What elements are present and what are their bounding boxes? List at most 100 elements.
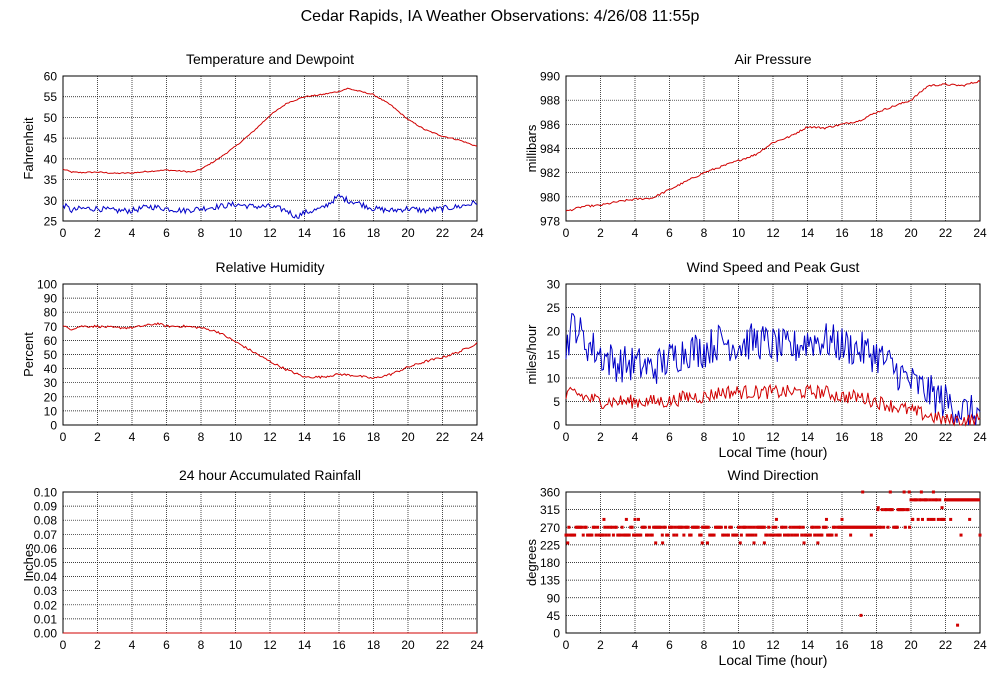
x-tick-label: 18 bbox=[870, 638, 884, 652]
scatter-point bbox=[791, 525, 795, 529]
y-tick-label: 60 bbox=[44, 334, 58, 348]
y-tick-label: 20 bbox=[44, 390, 58, 404]
scatter-point bbox=[931, 498, 935, 502]
scatter-point bbox=[977, 498, 981, 502]
x-tick-label: 2 bbox=[597, 430, 604, 444]
scatter-point bbox=[811, 525, 815, 529]
y-tick-label: 45 bbox=[547, 609, 561, 623]
x-tick-label: 12 bbox=[263, 226, 277, 240]
x-tick-label: 2 bbox=[597, 638, 604, 652]
y-tick-label: 70 bbox=[44, 320, 58, 334]
scatter-point bbox=[902, 508, 906, 512]
x-tick-label: 4 bbox=[632, 638, 639, 652]
scatter-point bbox=[787, 533, 791, 537]
x-tick-label: 20 bbox=[904, 638, 918, 652]
y-tick-label: 0.01 bbox=[34, 612, 58, 626]
x-tick-label: 24 bbox=[470, 430, 484, 444]
scatter-point bbox=[968, 517, 972, 521]
scatter-point bbox=[767, 525, 771, 529]
scatter-point bbox=[783, 533, 786, 537]
x-tick-label: 2 bbox=[597, 226, 604, 240]
y-tick-label: 40 bbox=[44, 362, 58, 376]
y-tick-label: 55 bbox=[44, 90, 58, 104]
y-tick-label: 25 bbox=[44, 215, 58, 229]
scatter-point bbox=[726, 533, 730, 537]
x-tick-label: 10 bbox=[229, 226, 243, 240]
scatter-point bbox=[932, 517, 936, 521]
scatter-point bbox=[696, 525, 700, 529]
scatter-point bbox=[590, 533, 594, 537]
y-tick-label: 15 bbox=[547, 348, 561, 362]
scatter-point bbox=[636, 517, 640, 521]
x-tick-label: 4 bbox=[129, 638, 136, 652]
scatter-point bbox=[762, 525, 766, 529]
y-tick-label: 0.00 bbox=[34, 627, 58, 641]
x-tick-label: 6 bbox=[666, 226, 673, 240]
y-tick-label: 0 bbox=[553, 627, 560, 641]
y-tick-label: 35 bbox=[44, 173, 58, 187]
y-tick-label: 30 bbox=[44, 194, 58, 208]
scatter-point bbox=[650, 533, 654, 537]
scatter-point bbox=[849, 533, 853, 537]
y-tick-label: 0.09 bbox=[34, 500, 58, 514]
scatter-point bbox=[928, 498, 932, 502]
scatter-point bbox=[890, 508, 894, 512]
chart-temp: Temperature and Dewpoint2530354045505560… bbox=[21, 51, 484, 240]
y-axis-label: millibars bbox=[524, 124, 539, 172]
scatter-point bbox=[978, 533, 982, 537]
scatter-point bbox=[604, 533, 608, 537]
scatter-point bbox=[682, 533, 686, 537]
scatter-point bbox=[672, 533, 676, 537]
x-tick-label: 6 bbox=[666, 638, 673, 652]
scatter-point bbox=[751, 533, 755, 537]
scatter-point bbox=[719, 525, 723, 529]
scatter-point bbox=[765, 533, 769, 537]
y-tick-label: 0.03 bbox=[34, 584, 58, 598]
x-tick-label: 14 bbox=[298, 430, 312, 444]
scatter-point bbox=[915, 498, 919, 502]
scatter-point bbox=[619, 533, 623, 537]
x-tick-label: 20 bbox=[401, 638, 415, 652]
x-tick-label: 10 bbox=[229, 638, 243, 652]
scatter-point bbox=[959, 533, 963, 537]
y-tick-label: 225 bbox=[540, 538, 560, 552]
x-tick-label: 10 bbox=[732, 226, 746, 240]
y-tick-label: 5 bbox=[553, 395, 560, 409]
x-tick-label: 14 bbox=[298, 226, 312, 240]
y-tick-label: 90 bbox=[547, 591, 561, 605]
scatter-point bbox=[869, 533, 873, 537]
scatter-point bbox=[916, 517, 920, 521]
x-tick-label: 4 bbox=[632, 226, 639, 240]
scatter-point bbox=[834, 533, 838, 537]
y-tick-label: 30 bbox=[44, 376, 58, 390]
y-axis-label: Inches bbox=[21, 543, 36, 582]
series-line-0 bbox=[565, 80, 981, 212]
scatter-point bbox=[774, 517, 778, 521]
x-tick-label: 0 bbox=[563, 638, 570, 652]
x-axis-label: Local Time (hour) bbox=[719, 444, 828, 460]
scatter-point bbox=[610, 525, 614, 529]
x-tick-label: 20 bbox=[904, 430, 918, 444]
scatter-point bbox=[607, 533, 611, 537]
scatter-point bbox=[673, 525, 677, 529]
y-tick-label: 60 bbox=[44, 70, 58, 84]
x-tick-label: 2 bbox=[94, 638, 101, 652]
y-tick-label: 982 bbox=[540, 166, 560, 180]
y-tick-label: 100 bbox=[37, 278, 57, 292]
scatter-point bbox=[788, 525, 792, 529]
x-tick-label: 14 bbox=[801, 430, 815, 444]
x-tick-label: 24 bbox=[973, 638, 987, 652]
y-tick-label: 25 bbox=[547, 301, 561, 315]
x-tick-label: 2 bbox=[94, 430, 101, 444]
chart-title: 24 hour Accumulated Rainfall bbox=[179, 467, 361, 483]
scatter-point bbox=[567, 525, 571, 529]
y-tick-label: 10 bbox=[547, 372, 561, 386]
y-tick-label: 40 bbox=[44, 152, 58, 166]
y-tick-label: 980 bbox=[540, 190, 560, 204]
scatter-point bbox=[663, 525, 667, 529]
scatter-point bbox=[606, 525, 610, 529]
plot-frame bbox=[565, 75, 981, 222]
x-tick-label: 6 bbox=[666, 430, 673, 444]
y-tick-label: 0.07 bbox=[34, 528, 58, 542]
